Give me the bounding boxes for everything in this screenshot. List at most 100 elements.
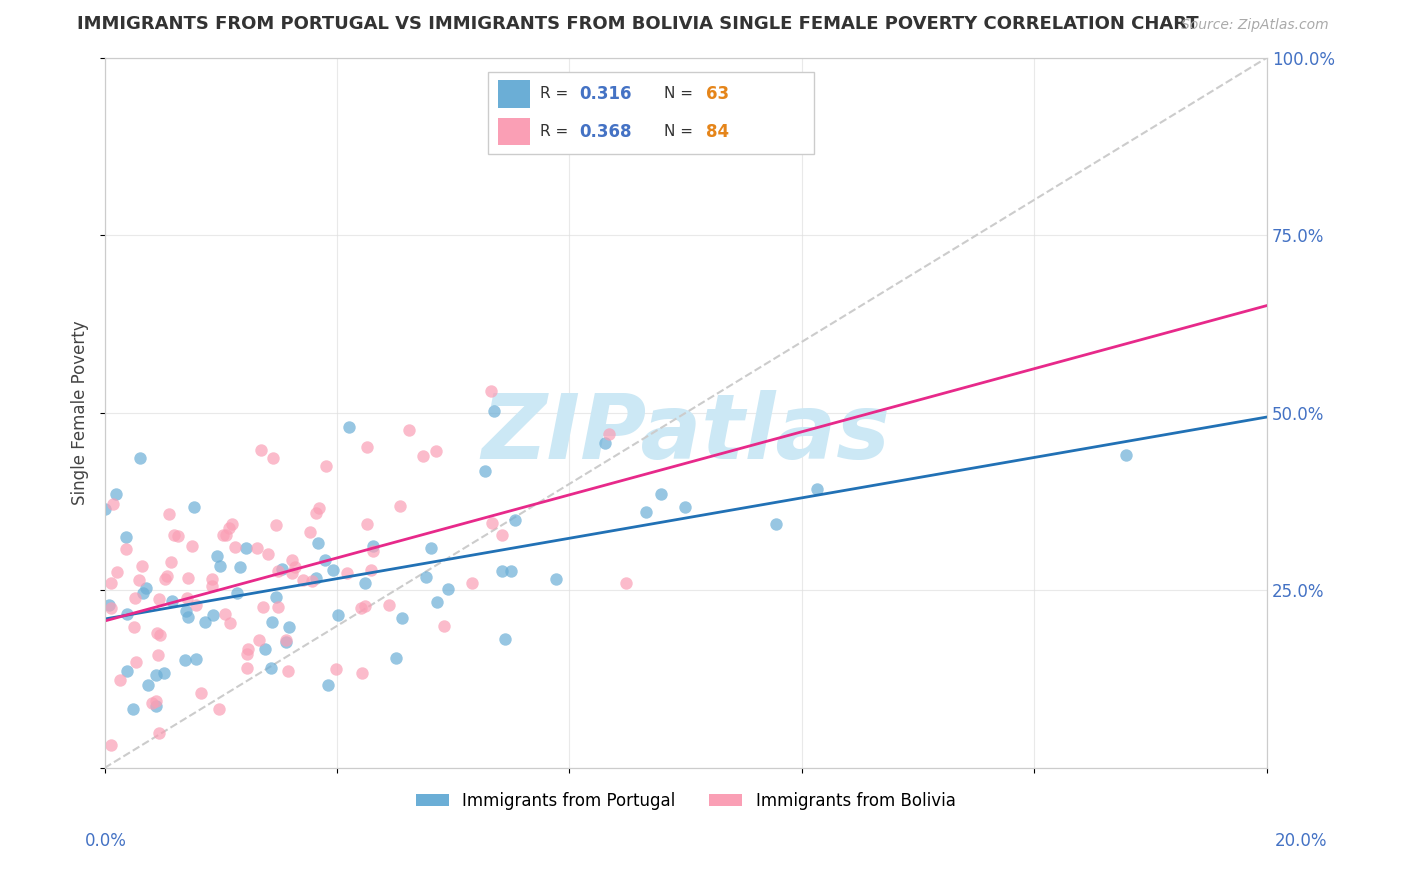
Point	[215, 528, 238, 542]
Point	[246, 541, 269, 555]
Point	[614, 575, 637, 590]
Point	[100, 739, 122, 753]
Point	[325, 663, 347, 677]
Point	[360, 563, 382, 577]
Text: 20.0%: 20.0%	[1274, 831, 1327, 849]
Point	[494, 632, 516, 647]
Point	[301, 574, 323, 589]
Point	[125, 655, 148, 669]
Point	[316, 678, 339, 692]
Point	[148, 726, 170, 740]
Point	[264, 591, 287, 605]
Point	[208, 702, 231, 716]
Point	[219, 616, 242, 631]
Point	[315, 458, 337, 473]
Point	[153, 572, 176, 586]
Point	[336, 566, 359, 580]
Point	[167, 529, 190, 543]
Point	[252, 600, 274, 615]
Point	[225, 585, 247, 599]
Point	[356, 440, 378, 454]
Point	[291, 573, 314, 587]
Point	[280, 552, 302, 566]
Point	[235, 661, 257, 675]
Point	[267, 599, 290, 614]
Point	[426, 595, 449, 609]
Point	[101, 497, 124, 511]
Point	[201, 579, 224, 593]
Point	[546, 572, 568, 586]
Point	[436, 582, 458, 597]
Point	[209, 559, 232, 574]
Point	[298, 524, 321, 539]
Point	[238, 642, 260, 657]
Point	[598, 426, 620, 441]
Point	[247, 633, 270, 648]
Point	[211, 528, 233, 542]
Point	[152, 665, 174, 680]
Point	[307, 535, 329, 549]
Point	[350, 665, 373, 680]
Point	[135, 582, 157, 596]
Point	[181, 539, 204, 553]
Point	[176, 591, 198, 606]
Point	[145, 699, 167, 714]
Legend: Immigrants from Portugal, Immigrants from Bolivia: Immigrants from Portugal, Immigrants fro…	[409, 785, 962, 816]
Point	[160, 555, 183, 569]
Point	[122, 620, 145, 634]
Point	[117, 664, 139, 678]
Point	[218, 521, 240, 535]
Point	[305, 507, 328, 521]
Point	[305, 570, 328, 584]
Point	[673, 500, 696, 514]
Point	[276, 634, 298, 648]
Text: 0.0%: 0.0%	[84, 831, 127, 849]
Point	[202, 608, 225, 623]
Point	[363, 539, 385, 553]
Point	[115, 607, 138, 622]
Point	[281, 566, 304, 581]
Point	[491, 564, 513, 578]
Point	[415, 570, 437, 584]
Point	[385, 650, 408, 665]
Point	[650, 487, 672, 501]
Text: ZIPatlas: ZIPatlas	[481, 390, 890, 478]
Point	[260, 660, 283, 674]
Point	[146, 648, 169, 662]
Point	[148, 591, 170, 606]
Point	[108, 673, 131, 688]
Point	[354, 575, 377, 590]
Point	[104, 486, 127, 500]
Point	[398, 423, 420, 437]
Point	[183, 500, 205, 514]
Point	[100, 600, 122, 615]
Point	[157, 507, 180, 521]
Point	[98, 599, 121, 613]
Point	[277, 620, 299, 634]
Point	[322, 563, 344, 577]
Point	[229, 560, 252, 574]
Point	[235, 541, 257, 555]
Point	[491, 528, 513, 542]
Point	[141, 697, 163, 711]
Point	[1115, 448, 1137, 462]
Point	[105, 565, 128, 579]
Point	[636, 505, 658, 519]
Text: IMMIGRANTS FROM PORTUGAL VS IMMIGRANTS FROM BOLIVIA SINGLE FEMALE POVERTY CORREL: IMMIGRANTS FROM PORTUGAL VS IMMIGRANTS F…	[77, 15, 1199, 33]
Point	[420, 541, 443, 555]
Point	[121, 701, 143, 715]
Point	[163, 528, 186, 542]
Point	[131, 585, 153, 599]
Point	[277, 664, 299, 678]
Point	[155, 569, 177, 583]
Point	[266, 518, 288, 533]
Point	[184, 652, 207, 666]
Point	[377, 598, 399, 612]
Point	[224, 540, 246, 554]
Point	[765, 517, 787, 532]
Point	[131, 559, 153, 574]
Point	[250, 442, 273, 457]
Y-axis label: Single Female Poverty: Single Female Poverty	[72, 320, 89, 505]
Point	[503, 513, 526, 527]
Point	[474, 464, 496, 478]
